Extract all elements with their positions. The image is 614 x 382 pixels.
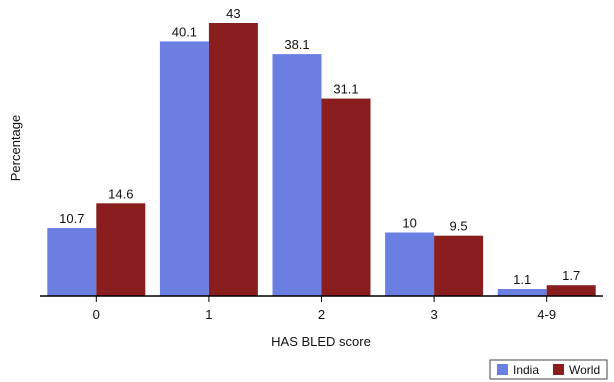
x-tick-label: 2 [318,307,325,322]
value-label-india: 10 [402,216,416,231]
value-label-world: 43 [226,6,240,21]
bar-india [385,232,435,296]
y-axis-title: Percentage [8,115,23,182]
bar-world [96,203,146,296]
bar-world [208,23,258,296]
x-tick-label: 0 [93,307,100,322]
value-label-india: 40.1 [172,24,197,39]
value-label-world: 31.1 [333,82,358,97]
bar-world [321,98,371,296]
bar-india [159,41,209,297]
legend-swatch-world [553,364,564,375]
bar-world [434,235,484,296]
bar-india [47,228,97,296]
value-label-world: 9.5 [450,219,468,234]
bar-india [497,289,547,296]
x-tick-label: 3 [430,307,437,322]
legend-swatch-india [497,364,508,375]
value-label-world: 14.6 [108,186,133,201]
value-label-india: 38.1 [284,37,309,52]
x-tick-labels-layer: 0 1 2 3 4-9 [93,307,556,322]
x-ticks-layer [95,296,548,302]
bar-india [272,54,322,297]
value-label-world: 1.7 [562,268,580,283]
value-labels-layer: 10.7 14.6 40.1 43 38.1 31.1 10 9.5 1.1 1.7 [59,6,580,287]
value-label-india: 10.7 [59,211,84,226]
legend-label-india: India [513,363,539,377]
legend-label-world: World [569,363,600,377]
bar-world [546,285,596,296]
legend-frame [489,359,608,380]
value-label-india: 1.1 [513,272,531,287]
bars-layer [47,23,596,297]
x-tick-label: 1 [205,307,212,322]
legend: India World [489,359,608,380]
x-tick-label: 4-9 [537,307,556,322]
x-axis-title: HAS BLED score [271,334,371,349]
